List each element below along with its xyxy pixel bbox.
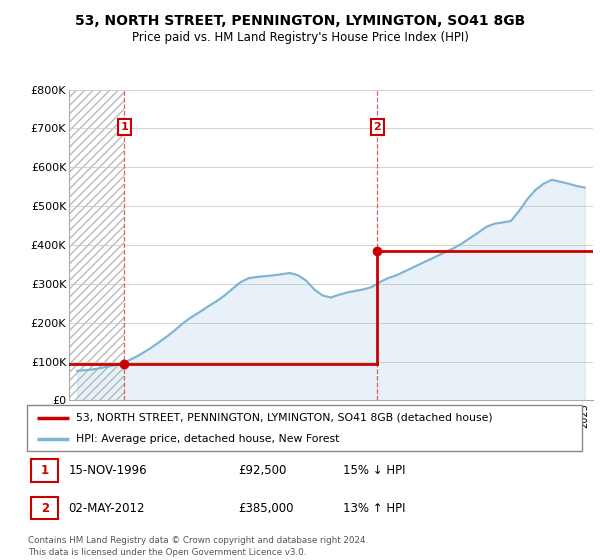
- Text: 13% ↑ HPI: 13% ↑ HPI: [343, 502, 406, 515]
- FancyBboxPatch shape: [31, 497, 58, 519]
- Text: 53, NORTH STREET, PENNINGTON, LYMINGTON, SO41 8GB (detached house): 53, NORTH STREET, PENNINGTON, LYMINGTON,…: [76, 413, 493, 423]
- Text: 15% ↓ HPI: 15% ↓ HPI: [343, 464, 406, 477]
- FancyBboxPatch shape: [31, 459, 58, 482]
- Text: 1: 1: [121, 122, 128, 132]
- FancyBboxPatch shape: [27, 405, 582, 451]
- Text: HPI: Average price, detached house, New Forest: HPI: Average price, detached house, New …: [76, 435, 339, 444]
- Text: 02-MAY-2012: 02-MAY-2012: [68, 502, 145, 515]
- Text: £385,000: £385,000: [238, 502, 293, 515]
- Bar: [69, 90, 124, 400]
- Text: 2: 2: [373, 122, 381, 132]
- Bar: [69, 90, 124, 400]
- Text: 15-NOV-1996: 15-NOV-1996: [68, 464, 147, 477]
- Text: 53, NORTH STREET, PENNINGTON, LYMINGTON, SO41 8GB: 53, NORTH STREET, PENNINGTON, LYMINGTON,…: [75, 14, 525, 28]
- Text: Contains HM Land Registry data © Crown copyright and database right 2024.
This d: Contains HM Land Registry data © Crown c…: [28, 536, 368, 557]
- Text: £92,500: £92,500: [238, 464, 286, 477]
- Text: 1: 1: [41, 464, 49, 477]
- Text: 2: 2: [41, 502, 49, 515]
- Text: Price paid vs. HM Land Registry's House Price Index (HPI): Price paid vs. HM Land Registry's House …: [131, 31, 469, 44]
